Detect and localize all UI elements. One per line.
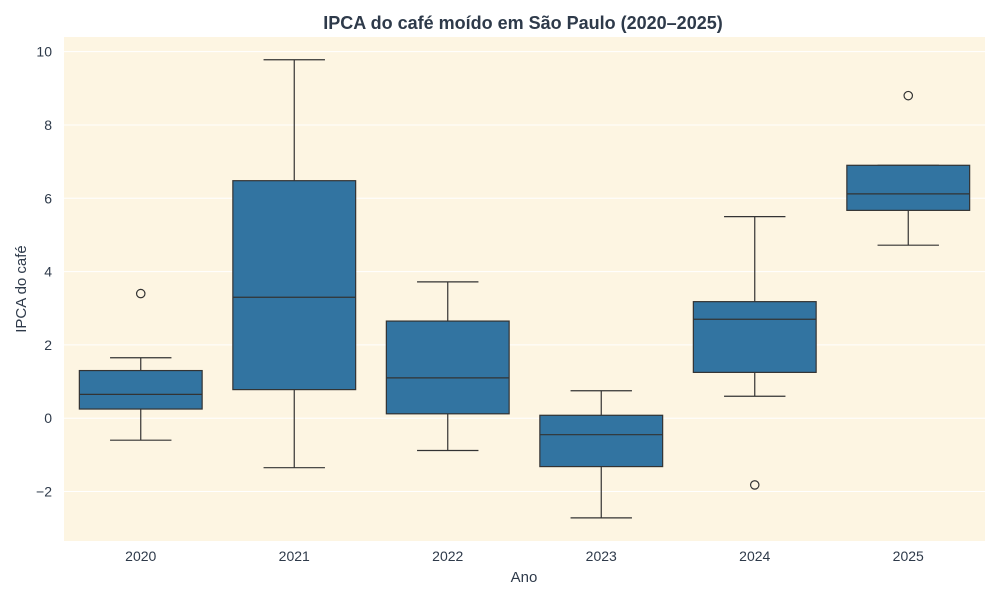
box-2021: [232, 59, 357, 469]
grid-lines: [64, 51, 985, 493]
outlier-point: [903, 90, 914, 101]
x-tick-label: 2024: [739, 548, 770, 564]
box-2024: [692, 216, 817, 490]
y-tick-label: 10: [36, 44, 52, 60]
x-tick-label: 2020: [125, 548, 156, 564]
y-axis-label: IPCA do café: [13, 245, 30, 333]
box-2023: [539, 390, 664, 519]
x-tick-label: 2022: [432, 548, 463, 564]
y-tick-labels: −2 0 2 4 6 8 10: [36, 44, 52, 500]
iqr-box: [692, 301, 817, 373]
outlier-point: [135, 288, 146, 299]
iqr-box: [232, 180, 357, 391]
chart-title: IPCA do café moído em São Paulo (2020–20…: [323, 13, 722, 33]
iqr-box: [78, 369, 203, 410]
x-axis-label: Ano: [511, 569, 538, 586]
x-tick-label: 2021: [279, 548, 310, 564]
x-tick-labels: 2020 2021 2022 2023 2024 2025: [125, 548, 924, 564]
y-tick-label: 2: [44, 337, 52, 353]
outlier-point: [749, 480, 760, 490]
box-2025: [846, 90, 971, 246]
y-tick-label: 0: [44, 410, 52, 426]
x-tick-label: 2023: [586, 548, 617, 564]
iqr-box: [539, 414, 664, 468]
y-tick-label: 4: [44, 264, 52, 280]
iqr-box: [846, 164, 971, 211]
y-tick-label: 6: [44, 190, 52, 206]
plot-area: [64, 37, 985, 541]
box-2020: [78, 288, 203, 441]
y-tick-label: 8: [44, 117, 52, 133]
iqr-box: [385, 320, 510, 415]
boxes-layer: [78, 59, 971, 519]
box-2022: [385, 281, 510, 452]
y-tick-label: −2: [36, 484, 52, 500]
x-tick-label: 2025: [893, 548, 924, 564]
